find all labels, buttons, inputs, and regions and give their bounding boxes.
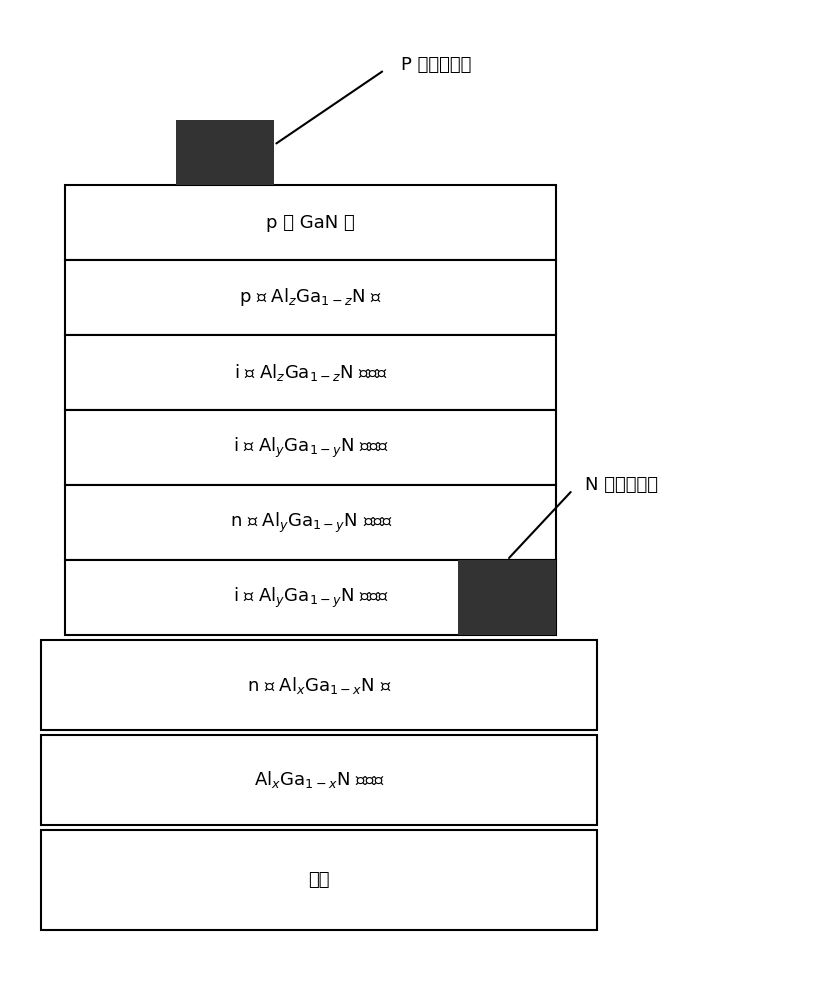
Text: p 型 Al$_z$Ga$_{1-z}$N 层: p 型 Al$_z$Ga$_{1-z}$N 层 [240,286,382,308]
FancyBboxPatch shape [65,185,556,260]
Text: n 型 Al$_y$Ga$_{1-y}$N 分离层: n 型 Al$_y$Ga$_{1-y}$N 分离层 [230,510,392,535]
Text: N 型欧姆电极: N 型欧姆电极 [585,476,658,494]
Text: p 型 GaN 层: p 型 GaN 层 [267,214,355,232]
Text: Al$_x$Ga$_{1-x}$N 缓冲层: Al$_x$Ga$_{1-x}$N 缓冲层 [254,770,384,790]
FancyBboxPatch shape [41,830,597,930]
Text: P 型欧姆电极: P 型欧姆电极 [401,56,471,74]
FancyBboxPatch shape [176,120,274,185]
FancyBboxPatch shape [458,560,556,635]
Text: i 型 Al$_y$Ga$_{1-y}$N 倍增层: i 型 Al$_y$Ga$_{1-y}$N 倍增层 [233,435,389,460]
FancyBboxPatch shape [65,260,556,335]
FancyBboxPatch shape [65,485,556,560]
FancyBboxPatch shape [41,640,597,730]
FancyBboxPatch shape [65,560,556,635]
Text: i 型 Al$_z$Ga$_{1-z}$N 倍增层: i 型 Al$_z$Ga$_{1-z}$N 倍增层 [234,362,388,383]
FancyBboxPatch shape [41,735,597,825]
Text: 衬底: 衬底 [308,871,330,889]
Text: n 型 Al$_x$Ga$_{1-x}$N 层: n 型 Al$_x$Ga$_{1-x}$N 层 [247,674,391,696]
FancyBboxPatch shape [65,335,556,410]
FancyBboxPatch shape [65,410,556,485]
Text: i 型 Al$_y$Ga$_{1-y}$N 吸收层: i 型 Al$_y$Ga$_{1-y}$N 吸收层 [233,585,389,610]
